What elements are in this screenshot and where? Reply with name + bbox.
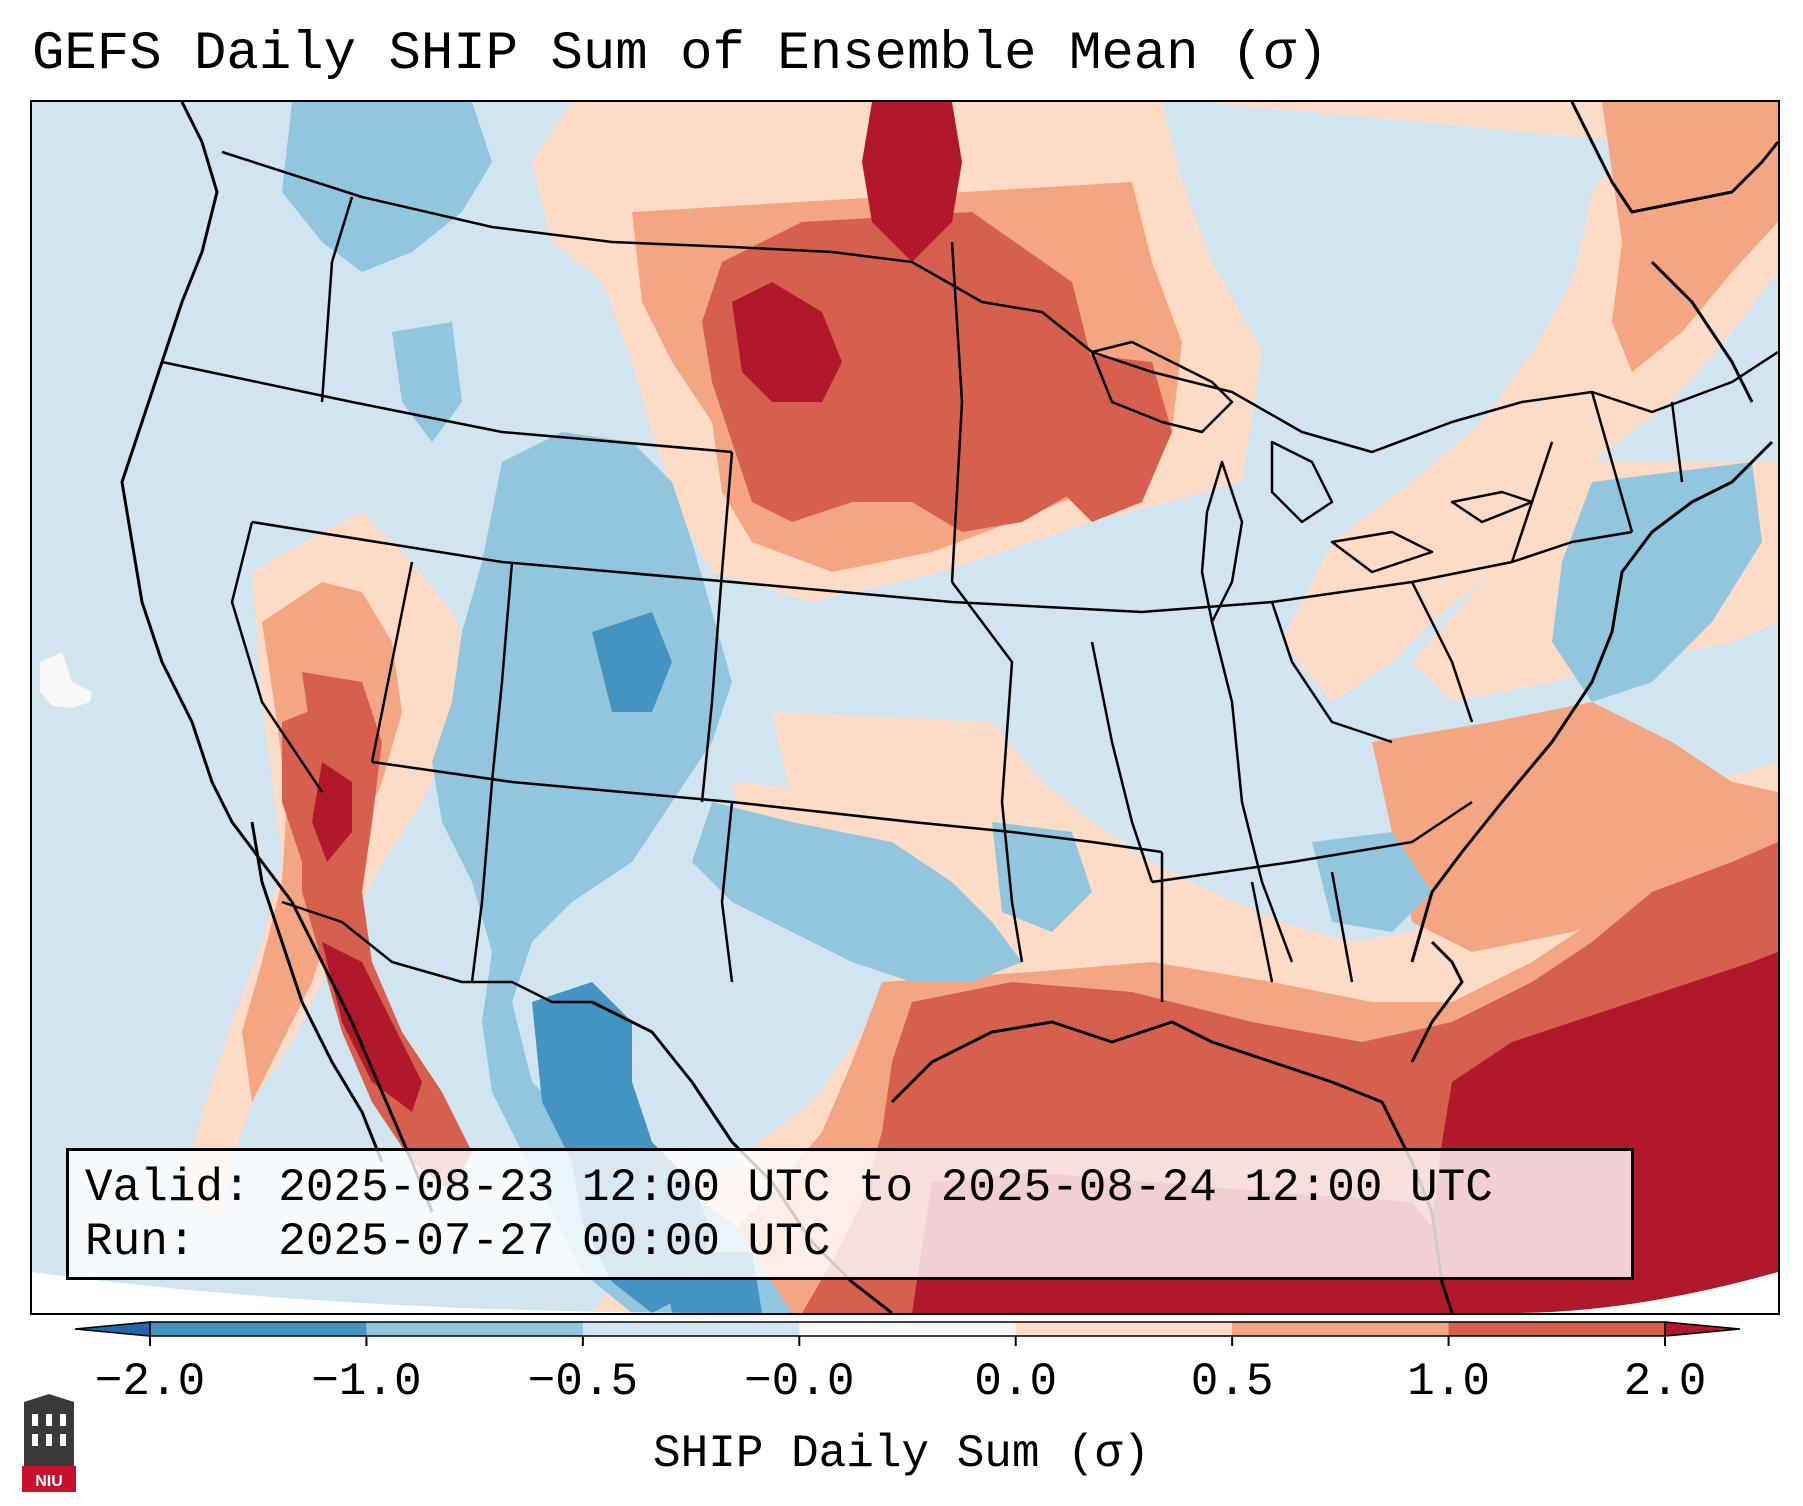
colorbar-tick-label: 1.0 [1407,1356,1490,1408]
coastlines [120,102,1778,1313]
map-panel [30,100,1780,1315]
valid-row: Valid: 2025-08-23 12:00 UTC to 2025-08-2… [85,1161,1631,1215]
colorbar-tick-label: −0.5 [528,1356,638,1408]
colorbar-over-arrow [1664,1321,1741,1337]
logo-roof [24,1394,74,1402]
run-label: Run: [85,1216,196,1268]
map-svg [32,102,1778,1313]
colorbar-bin [366,1322,584,1336]
anomaly-neg-0.5-1.0 [282,102,1762,1313]
logo-windows [32,1414,66,1446]
valid-run-info-box: Valid: 2025-08-23 12:00 UTC to 2025-08-2… [66,1148,1634,1280]
neutral-patch [40,652,92,708]
run-value: 2025-07-27 00:00 UTC [278,1216,831,1268]
colorbar-tick-label: −0.0 [744,1356,854,1408]
colorbar: −2.0 −1.0 −0.5 −0.0 0.0 0.5 1.0 2.0 [74,1321,1741,1408]
domain-edge-right [1512,1272,1778,1313]
colorbar-tick-label: −2.0 [95,1356,205,1408]
colorbar-bins [74,1321,1741,1337]
colorbar-tick-label: 0.5 [1191,1356,1274,1408]
colorbar-bin [1232,1322,1450,1336]
colorbar-bin [150,1322,367,1336]
colorbar-ticks: −2.0 −1.0 −0.5 −0.0 0.0 0.5 1.0 2.0 [95,1336,1707,1408]
colorbar-tick-label: 2.0 [1624,1356,1707,1408]
colorbar-outline [149,1321,1666,1337]
valid-value: 2025-08-23 12:00 UTC to 2025-08-24 12:00… [278,1162,1493,1214]
colorbar-under-arrow [74,1321,151,1337]
logo-text: NIU [35,1473,63,1490]
domain-edge-left [32,1272,732,1313]
colorbar-bin [582,1322,800,1336]
niu-logo: NIU [22,1394,76,1492]
colorbar-label: SHIP Daily Sum (σ) [653,1428,1150,1480]
chart-title: GEFS Daily SHIP Sum of Ensemble Mean (σ) [32,24,1329,85]
logo-banner [22,1466,76,1492]
borders [161,150,1778,1004]
run-row: Run: 2025-07-27 00:00 UTC [85,1215,1631,1269]
colorbar-bin [1015,1322,1233,1336]
valid-label: Valid: [85,1162,251,1214]
colorbar-bin [1448,1322,1666,1336]
colorbar-tick-label: 0.0 [974,1356,1057,1408]
colorbar-tick-label: −1.0 [311,1356,421,1408]
colorbar-bin [799,1322,1017,1336]
